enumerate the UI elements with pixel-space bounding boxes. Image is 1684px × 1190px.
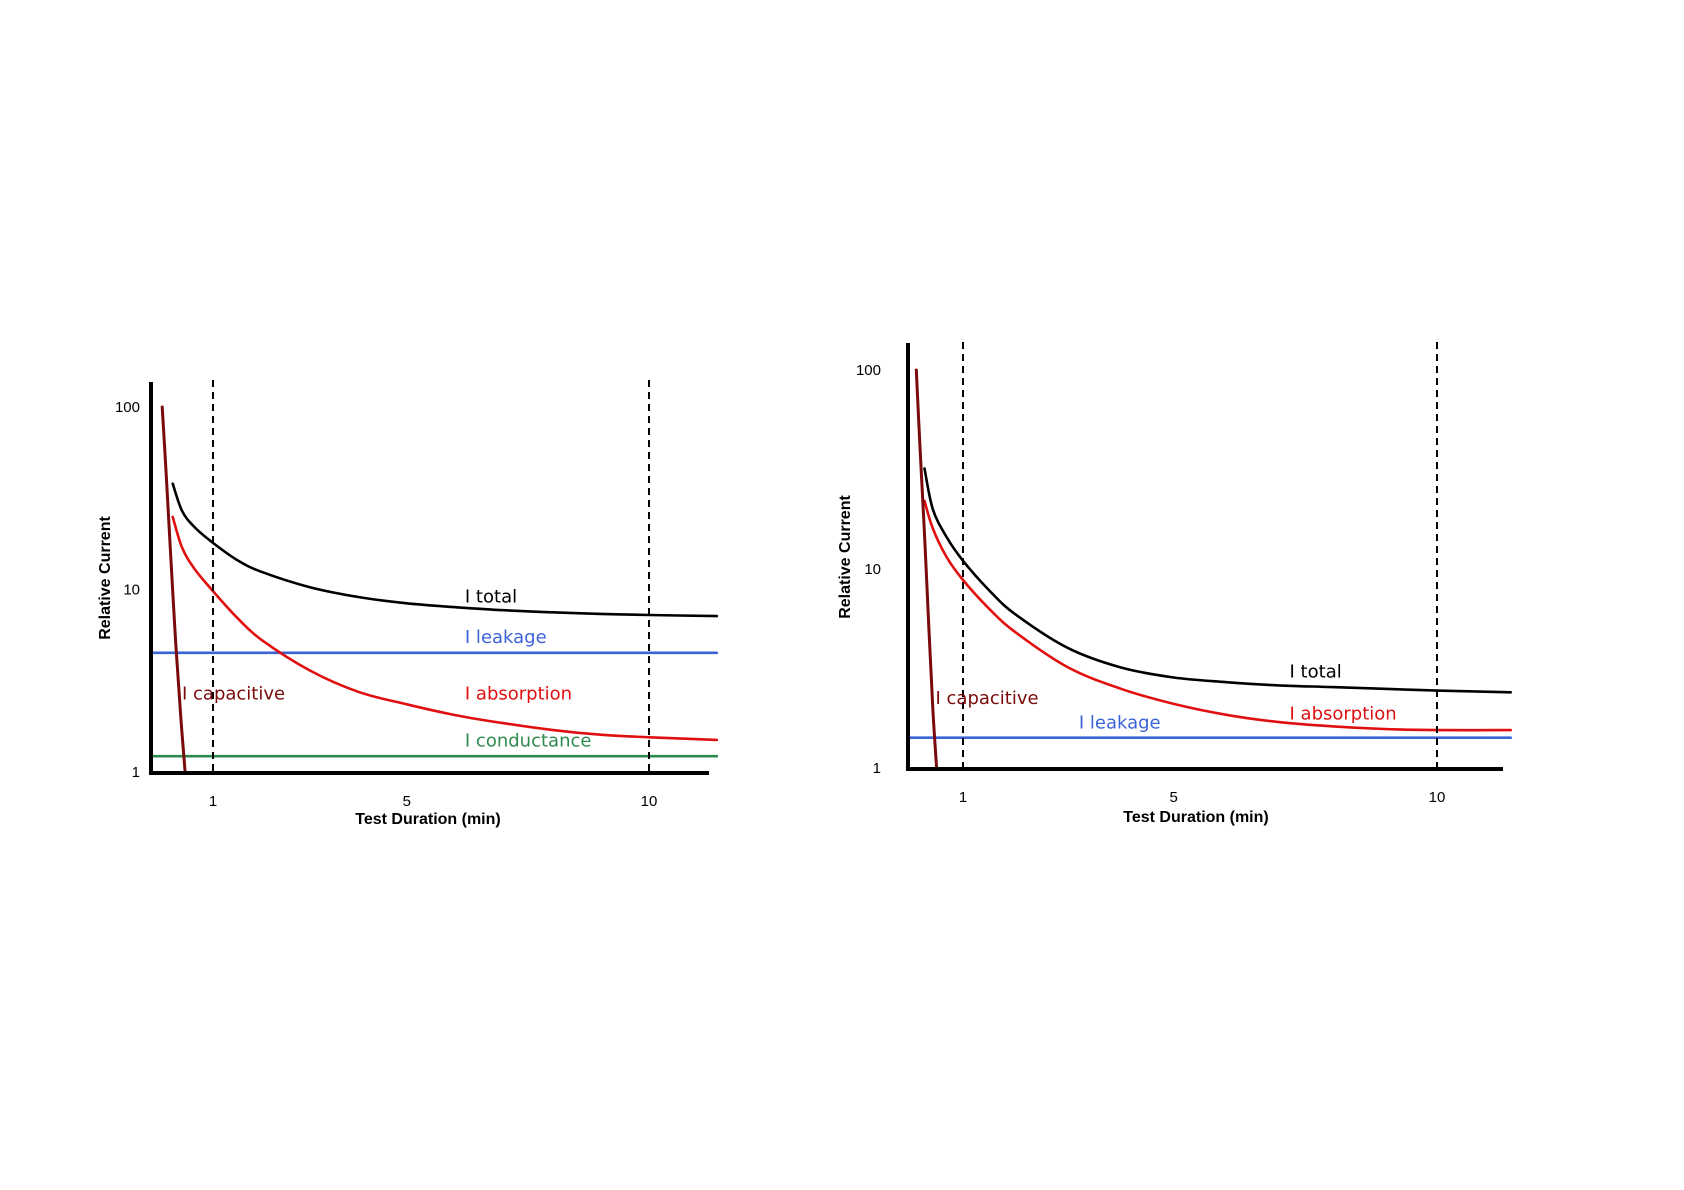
y-axis-title: Relative Current	[837, 495, 854, 619]
x-axis-title: Test Duration (min)	[1123, 809, 1268, 826]
series-label-capacitive: I capacitive	[936, 688, 1039, 709]
y-tick-label: 100	[856, 362, 881, 379]
series-label-absorption: I absorption	[1290, 704, 1397, 725]
y-axis-title: Relative Current	[97, 516, 114, 640]
series-label-capacitive: I capacitive	[182, 683, 285, 704]
y-tick-label: 10	[123, 582, 140, 599]
x-tick-label: 5	[1169, 789, 1177, 806]
series-label-leakage: I leakage	[465, 627, 547, 648]
x-tick-label: 1	[209, 793, 217, 810]
y-tick-label: 10	[864, 561, 881, 578]
chart-left: 1 10 100 1 5 10 Test Duration (min) Relative Cu…	[97, 380, 719, 828]
y-tick-label: 1	[873, 760, 881, 777]
x-tick-label: 10	[1429, 789, 1446, 806]
y-tick-label: 1	[132, 764, 140, 781]
series-line-total	[923, 467, 1512, 694]
series-line-absorption	[171, 515, 719, 742]
series-label-leakage: I leakage	[1079, 712, 1161, 733]
series-line-total	[171, 482, 719, 618]
x-tick-label: 5	[403, 793, 411, 810]
series-label-total: I total	[1290, 661, 1342, 682]
x-tick-label: 1	[959, 789, 967, 806]
y-tick-label: 100	[115, 399, 140, 416]
series-line-capacitive	[160, 405, 187, 774]
chart-right: 1 10 100 1 5 10 Test Duration (min) Relative Cu…	[837, 342, 1512, 826]
x-tick-label: 10	[641, 793, 658, 810]
series-line-absorption	[923, 499, 1512, 732]
series-label-absorption: I absorption	[465, 683, 572, 704]
series-label-conductance: I conductance	[465, 730, 592, 751]
series-label-total: I total	[465, 586, 517, 607]
series-line-capacitive	[914, 368, 939, 770]
x-axis-title: Test Duration (min)	[355, 811, 500, 828]
